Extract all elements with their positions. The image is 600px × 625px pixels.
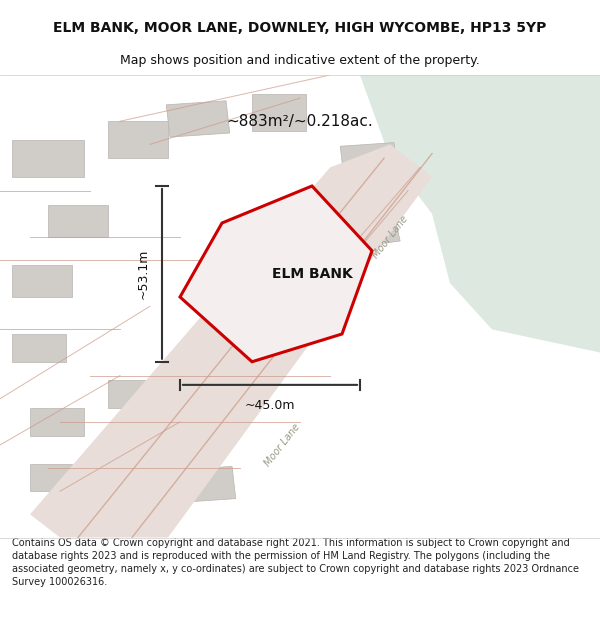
- Bar: [108, 380, 162, 408]
- Polygon shape: [360, 75, 600, 352]
- Bar: [166, 101, 230, 137]
- Text: ~45.0m: ~45.0m: [245, 399, 295, 412]
- Text: ELM BANK: ELM BANK: [272, 267, 352, 281]
- Bar: [12, 140, 84, 177]
- Text: Map shows position and indicative extent of the property.: Map shows position and indicative extent…: [120, 54, 480, 67]
- Bar: [320, 200, 400, 251]
- Bar: [12, 264, 72, 297]
- Text: Contains OS data © Crown copyright and database right 2021. This information is : Contains OS data © Crown copyright and d…: [12, 538, 579, 587]
- Text: ~883m²/~0.218ac.: ~883m²/~0.218ac.: [227, 114, 373, 129]
- Bar: [340, 142, 398, 179]
- Bar: [12, 334, 66, 362]
- Text: ELM BANK, MOOR LANE, DOWNLEY, HIGH WYCOMBE, HP13 5YP: ELM BANK, MOOR LANE, DOWNLEY, HIGH WYCOM…: [53, 21, 547, 35]
- Bar: [30, 408, 84, 436]
- Polygon shape: [180, 186, 372, 362]
- Bar: [48, 204, 108, 237]
- Bar: [90, 445, 138, 468]
- Bar: [178, 466, 236, 503]
- Bar: [252, 94, 306, 131]
- Text: ~53.1m: ~53.1m: [137, 249, 150, 299]
- Bar: [30, 464, 72, 491]
- Bar: [108, 121, 168, 158]
- Text: Moor Lane: Moor Lane: [370, 214, 410, 260]
- Text: Moor Lane: Moor Lane: [262, 422, 302, 468]
- Polygon shape: [30, 144, 432, 538]
